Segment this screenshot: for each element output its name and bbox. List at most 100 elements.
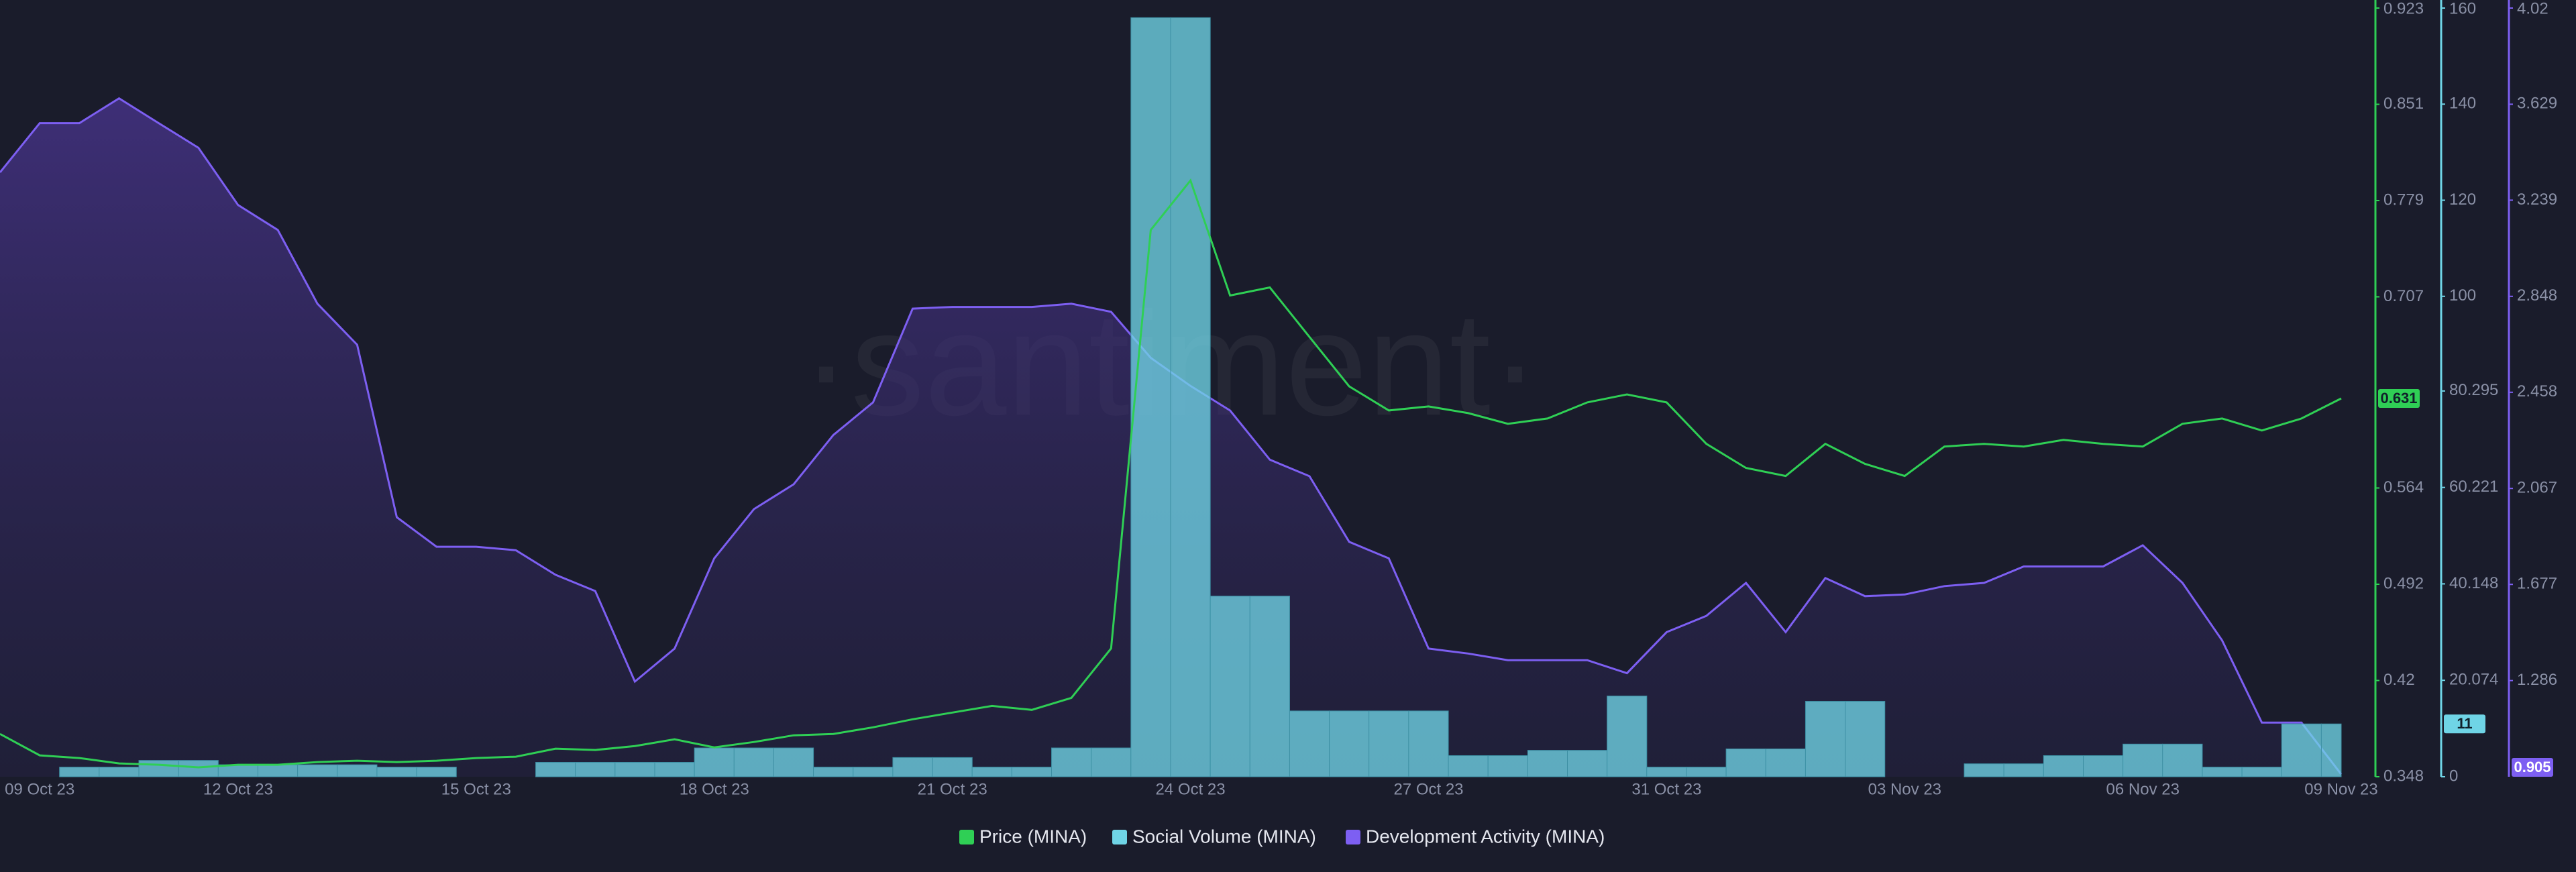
bar (99, 767, 140, 777)
bar (1964, 763, 2004, 777)
legend-label: Development Activity (MINA) (1366, 826, 1605, 847)
last-value-label: 0.631 (2380, 390, 2417, 406)
bar (416, 767, 457, 777)
y-tick-label: 0.779 (2383, 190, 2424, 209)
bar (1170, 17, 1211, 777)
y-tick-label: 2.067 (2517, 479, 2557, 497)
legend-label: Price (MINA) (979, 826, 1087, 847)
x-tick-label: 27 Oct 23 (1393, 780, 1463, 798)
bar (1448, 755, 1489, 777)
bar (1607, 696, 1648, 777)
bar (1130, 17, 1171, 777)
x-tick-label: 09 Nov 23 (2304, 780, 2377, 798)
bar (59, 767, 100, 777)
bar (2202, 767, 2243, 777)
bar (1765, 748, 1806, 777)
bar (932, 757, 973, 777)
y-tick-label: 120 (2449, 190, 2476, 209)
y-tick-label: 40.148 (2449, 574, 2498, 592)
bar (892, 757, 933, 777)
bar (1686, 767, 1727, 777)
bar (614, 762, 655, 777)
x-tick-label: 24 Oct 23 (1156, 780, 1226, 798)
y-tick-label: 2.458 (2517, 382, 2557, 400)
bar (2083, 755, 2124, 777)
bar (1845, 701, 1886, 777)
bar (733, 747, 774, 777)
bar (1487, 755, 1528, 777)
bar (2123, 743, 2163, 777)
x-tick-label: 12 Oct 23 (203, 780, 273, 798)
bar (813, 767, 854, 777)
y-tick-label: 0 (2449, 767, 2458, 785)
bar (971, 767, 1012, 777)
bar (1567, 750, 1608, 777)
bar (257, 764, 299, 777)
bar (694, 747, 735, 777)
y-tick-label: 0.348 (2383, 767, 2424, 785)
price-line (0, 178, 2342, 769)
bar (2043, 755, 2084, 777)
legend-swatch (959, 830, 974, 844)
bar (1368, 710, 1409, 777)
x-tick-label: 03 Nov 23 (1868, 780, 1941, 798)
bar (1527, 750, 1568, 777)
bar (654, 762, 695, 777)
y-tick-label: 20.074 (2449, 671, 2498, 689)
bar (1249, 596, 1290, 777)
bar (2241, 767, 2282, 777)
legend-swatch (1112, 830, 1127, 844)
bar (337, 764, 378, 777)
legend-label: Social Volume (MINA) (1132, 826, 1316, 847)
bar (1329, 710, 1370, 777)
last-value-label: 0.905 (2514, 759, 2551, 775)
x-tick-label: 15 Oct 23 (441, 780, 511, 798)
bar (1091, 747, 1132, 777)
y-tick-label: 1.677 (2517, 575, 2557, 593)
y-tick-label: 3.629 (2517, 95, 2557, 113)
last-value-label: 11 (2457, 715, 2472, 732)
y-tick-label: 0.564 (2383, 478, 2424, 496)
x-tick-label: 31 Oct 23 (1631, 780, 1701, 798)
y-tick-label: 0.707 (2383, 287, 2424, 305)
y-tick-label: 3.239 (2517, 190, 2557, 209)
y-tick-label: 100 (2449, 286, 2476, 305)
bar (535, 762, 576, 777)
y-tick-label: 0.851 (2383, 95, 2424, 113)
x-tick-label: 09 Oct 23 (5, 780, 74, 798)
y-tick-label: 140 (2449, 95, 2476, 113)
y-tick-label: 0.923 (2383, 0, 2424, 17)
bar (1051, 747, 1092, 777)
bar (1408, 710, 1449, 777)
bar (138, 760, 179, 777)
bar (1646, 767, 1687, 777)
bar (376, 767, 417, 777)
bar (178, 760, 219, 777)
bar (1011, 767, 1053, 777)
bar (773, 747, 814, 777)
last-value-badge (2512, 758, 2553, 777)
y-tick-label: 4.02 (2517, 0, 2548, 17)
x-tick-label: 18 Oct 23 (680, 780, 749, 798)
legend-swatch (1346, 830, 1360, 844)
y-tick-label: 0.42 (2383, 671, 2415, 689)
y-tick-label: 2.848 (2517, 286, 2557, 305)
bar (1725, 748, 1766, 777)
bar (2003, 763, 2044, 777)
bar (2320, 723, 2342, 777)
last-value-badge (2378, 388, 2420, 408)
y-tick-label: 80.295 (2449, 381, 2498, 399)
x-tick-label: 21 Oct 23 (918, 780, 987, 798)
bar (1210, 596, 1250, 777)
bar (1289, 710, 1330, 777)
bar (2281, 723, 2322, 777)
y-tick-label: 1.286 (2517, 671, 2557, 689)
bar (297, 764, 338, 777)
y-tick-label: 0.492 (2383, 574, 2424, 592)
last-value-badge (2444, 714, 2485, 734)
bar (853, 767, 894, 777)
bar (2162, 743, 2203, 777)
bar (575, 762, 616, 777)
